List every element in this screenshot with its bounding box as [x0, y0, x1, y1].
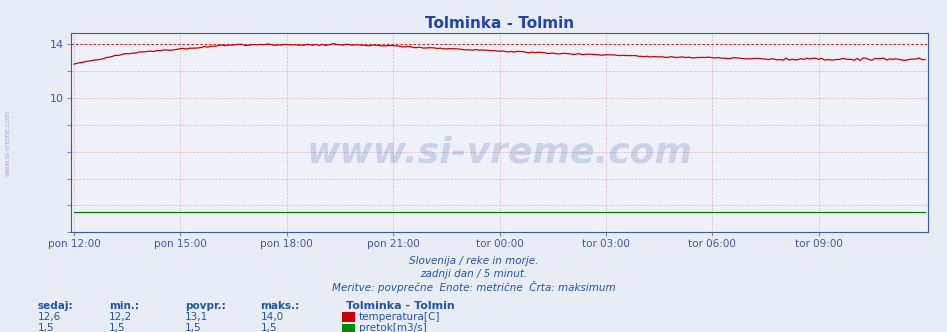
Text: temperatura[C]: temperatura[C]	[359, 312, 440, 322]
Text: Meritve: povprečne  Enote: metrične  Črta: maksimum: Meritve: povprečne Enote: metrične Črta:…	[331, 281, 616, 293]
Text: pretok[m3/s]: pretok[m3/s]	[359, 323, 427, 332]
Text: 14,0: 14,0	[260, 312, 283, 322]
Text: www.si-vreme.com: www.si-vreme.com	[5, 110, 10, 176]
Title: Tolminka - Tolmin: Tolminka - Tolmin	[425, 16, 574, 31]
Text: 1,5: 1,5	[109, 323, 126, 332]
Text: 12,6: 12,6	[38, 312, 62, 322]
Text: 1,5: 1,5	[185, 323, 202, 332]
Text: 1,5: 1,5	[38, 323, 55, 332]
Text: min.:: min.:	[109, 301, 139, 311]
Text: zadnji dan / 5 minut.: zadnji dan / 5 minut.	[420, 269, 527, 279]
Text: 13,1: 13,1	[185, 312, 208, 322]
Text: 1,5: 1,5	[260, 323, 277, 332]
Text: sedaj:: sedaj:	[38, 301, 74, 311]
Text: povpr.:: povpr.:	[185, 301, 225, 311]
Text: Tolminka - Tolmin: Tolminka - Tolmin	[346, 301, 455, 311]
Text: Slovenija / reke in morje.: Slovenija / reke in morje.	[409, 256, 538, 266]
Text: www.si-vreme.com: www.si-vreme.com	[307, 136, 692, 170]
Text: 12,2: 12,2	[109, 312, 133, 322]
Text: maks.:: maks.:	[260, 301, 299, 311]
